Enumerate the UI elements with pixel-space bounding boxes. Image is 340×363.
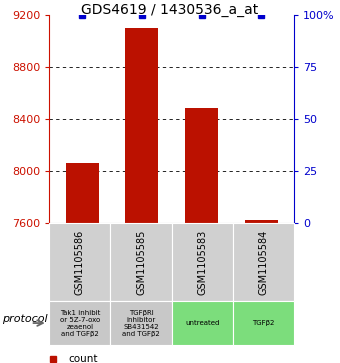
Text: GSM1105584: GSM1105584 bbox=[258, 230, 269, 295]
Text: TGFβ2: TGFβ2 bbox=[252, 320, 275, 326]
Bar bbox=[66, 163, 99, 223]
Bar bbox=[125, 28, 158, 223]
Text: GSM1105583: GSM1105583 bbox=[197, 230, 207, 295]
Text: TGFβRI
inhibitor
SB431542
and TGFβ2: TGFβRI inhibitor SB431542 and TGFβ2 bbox=[122, 310, 160, 337]
Text: GDS4619 / 1430536_a_at: GDS4619 / 1430536_a_at bbox=[81, 3, 259, 17]
Text: GSM1105586: GSM1105586 bbox=[75, 230, 85, 295]
Bar bbox=[185, 107, 218, 223]
Text: count: count bbox=[68, 354, 98, 363]
Text: untreated: untreated bbox=[185, 320, 220, 326]
Text: Tak1 inhibit
or 5Z-7-oxo
zeaenol
and TGFβ2: Tak1 inhibit or 5Z-7-oxo zeaenol and TGF… bbox=[60, 310, 100, 337]
Text: protocol: protocol bbox=[2, 314, 47, 324]
Bar bbox=[245, 220, 278, 223]
Text: GSM1105585: GSM1105585 bbox=[136, 229, 146, 295]
